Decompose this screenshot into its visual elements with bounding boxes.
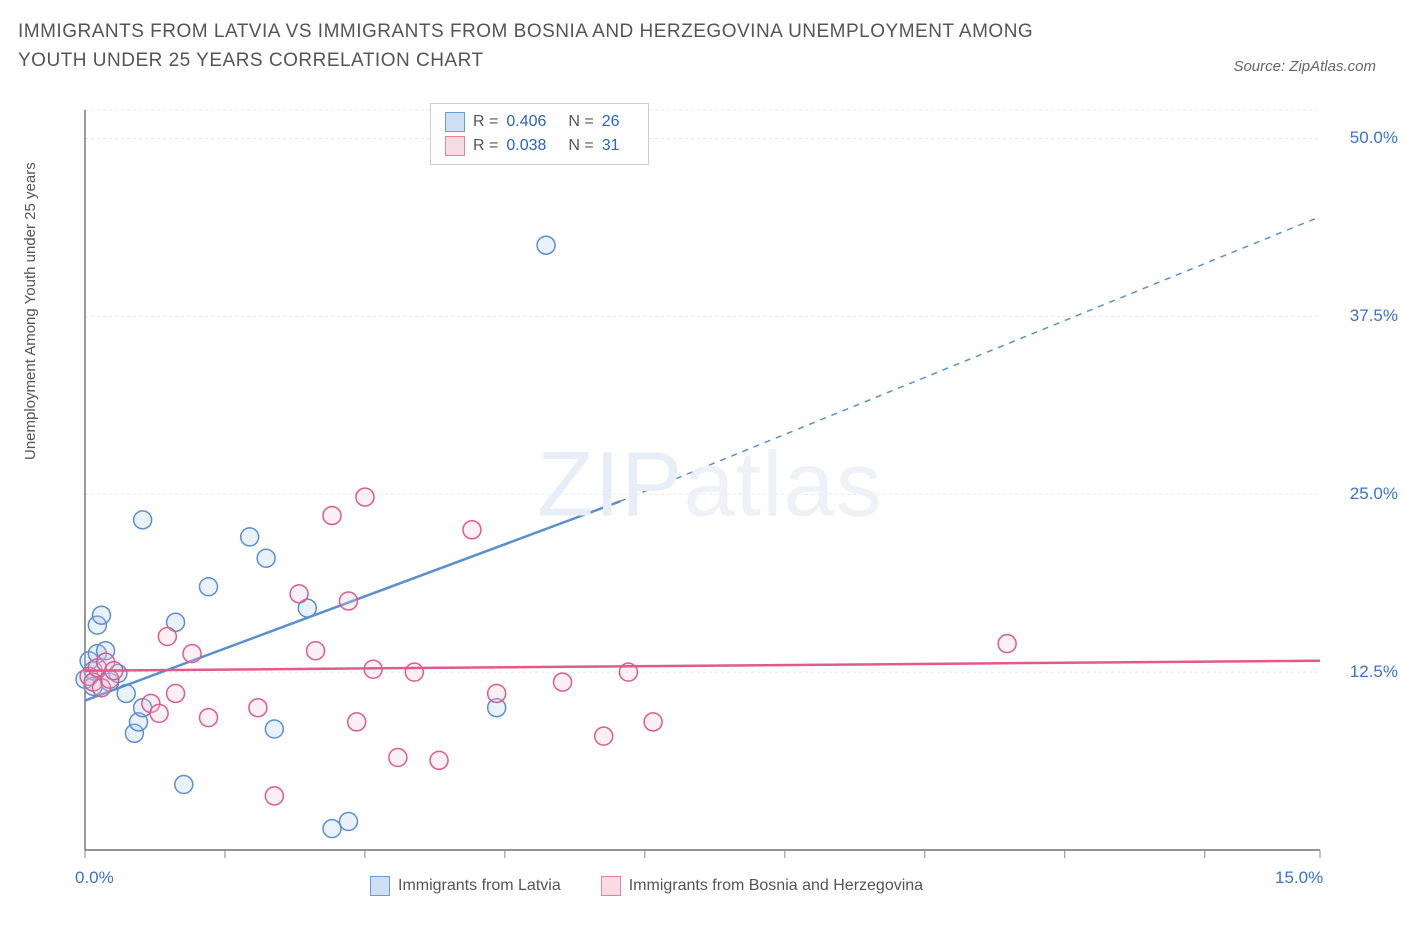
series-name-latvia: Immigrants from Latvia <box>398 877 561 895</box>
r-value-latvia: 0.406 <box>506 110 546 134</box>
legend-row-latvia: R = 0.406 N = 26 <box>445 110 634 134</box>
source-label: Source: ZipAtlas.com <box>1233 58 1376 75</box>
y-tick-label: 37.5% <box>1350 306 1398 326</box>
r-label: R = <box>473 134 498 158</box>
series-legend: Immigrants from Latvia Immigrants from B… <box>370 876 923 896</box>
y-tick-label: 12.5% <box>1350 662 1398 682</box>
r-label: R = <box>473 110 498 134</box>
chart-title: IMMIGRANTS FROM LATVIA VS IMMIGRANTS FRO… <box>18 18 1098 75</box>
n-label: N = <box>568 134 593 158</box>
correlation-legend: R = 0.406 N = 26 R = 0.038 N = 31 <box>430 103 649 165</box>
x-axis-max-label: 15.0% <box>1275 868 1323 888</box>
swatch-bosnia <box>601 876 621 896</box>
scatter-plot: ZIPatlas <box>60 100 1360 870</box>
n-value-bosnia: 31 <box>602 134 620 158</box>
r-value-bosnia: 0.038 <box>506 134 546 158</box>
n-label: N = <box>568 110 593 134</box>
legend-row-bosnia: R = 0.038 N = 31 <box>445 134 634 158</box>
y-axis-label: Unemployment Among Youth under 25 years <box>22 162 39 460</box>
legend-item-bosnia: Immigrants from Bosnia and Herzegovina <box>601 876 923 896</box>
swatch-latvia <box>370 876 390 896</box>
series-name-bosnia: Immigrants from Bosnia and Herzegovina <box>629 877 923 895</box>
x-axis-origin-label: 0.0% <box>75 868 114 888</box>
y-tick-label: 25.0% <box>1350 484 1398 504</box>
swatch-bosnia <box>445 136 465 156</box>
legend-item-latvia: Immigrants from Latvia <box>370 876 561 896</box>
n-value-latvia: 26 <box>602 110 620 134</box>
y-tick-label: 50.0% <box>1350 128 1398 148</box>
swatch-latvia <box>445 112 465 132</box>
